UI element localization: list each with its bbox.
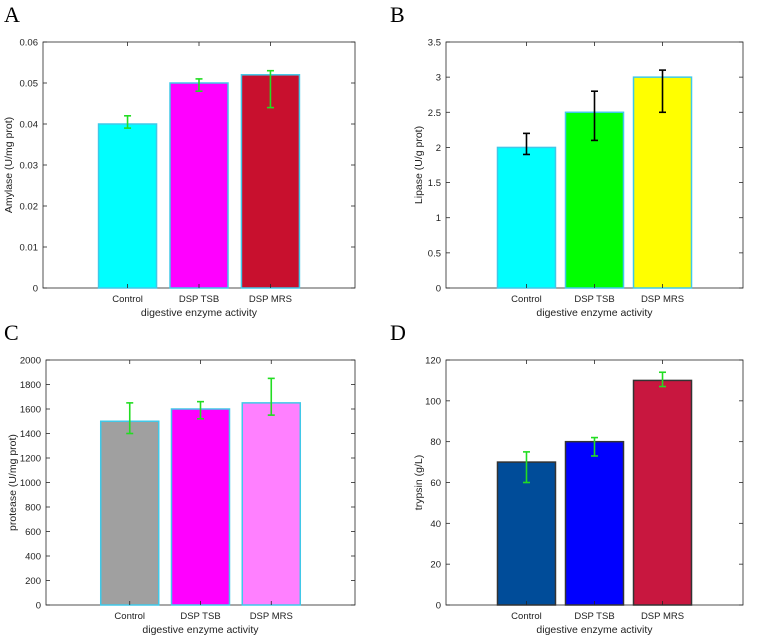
panel-c-ytick-label: 600 [25, 527, 41, 538]
panel-c: C 0 200 400 600 800 1000 1200 1400 1600 1800 2000 C… [4, 320, 356, 636]
panel-b-xlabel: digestive enzyme activity [536, 307, 653, 319]
panel-a-bar [97, 123, 158, 289]
panel-b-ytick-label: 0.5 [428, 248, 441, 259]
panel-c-ytick-label: 1400 [20, 429, 41, 440]
panel-c-bar [170, 408, 231, 606]
panel-a-ytick-label: 0.05 [20, 79, 39, 90]
panel-a-xtick-label: DSP TSB [179, 294, 219, 305]
panel-b: B 0 0.5 1 1.5 2 2.5 3 3.5 Control DSP TSB DSP MRS d… [390, 2, 744, 319]
panel-d-bar [564, 440, 625, 606]
panel-c-ytick-label: 1800 [20, 380, 41, 391]
panel-b-xtick-label: Control [511, 294, 542, 305]
panel-c-bar [241, 402, 302, 606]
panel-a-ylabel: Amylase (U/mg prot) [3, 117, 15, 213]
panel-c-ytick-label: 0 [36, 601, 41, 612]
panel-d-ytick-label: 80 [430, 437, 441, 448]
panel-c-ytick-label: 1000 [20, 478, 41, 489]
panel-c-letter: C [4, 320, 19, 345]
panel-c-xtick-label: DSP TSB [180, 611, 220, 622]
panel-c-ytick-label: 2000 [20, 356, 41, 367]
panel-a-ytick-label: 0.04 [20, 120, 39, 131]
panel-d-bar [632, 379, 693, 606]
panel-a-ytick-label: 0.01 [20, 243, 39, 254]
panel-c-ytick-label: 1600 [20, 405, 41, 416]
panel-c-ytick-label: 400 [25, 552, 41, 563]
panel-b-ytick-label: 0 [436, 284, 441, 295]
panel-a-ytick-label: 0 [33, 284, 38, 295]
panel-a-xtick-label: Control [112, 294, 143, 305]
panel-a-xlabel: digestive enzyme activity [141, 307, 258, 319]
panel-a-letter: A [4, 2, 20, 27]
panel-a-ytick-label: 0.06 [20, 38, 39, 49]
panel-d-ylabel: trypsin (g/L) [413, 455, 425, 510]
panel-d-bar [496, 461, 557, 606]
panel-b-ytick-label: 2 [436, 143, 441, 154]
panel-a-bar [169, 82, 229, 289]
panel-b-bar [564, 111, 625, 289]
panel-d-ytick-label: 0 [436, 601, 441, 612]
panel-b-ytick-label: 3.5 [428, 38, 441, 49]
panel-b-ytick-label: 2.5 [428, 108, 441, 119]
panel-b-ytick-label: 1.5 [428, 178, 441, 189]
panel-d-xtick-label: Control [511, 611, 542, 622]
panel-a-xtick-label: DSP MRS [249, 294, 292, 305]
panel-c-xtick-label: DSP MRS [250, 611, 293, 622]
panel-d: D 0 20 40 60 80 100 120 Control DSP TSB DSP MRS di… [390, 320, 744, 636]
panel-d-ytick-label: 20 [430, 560, 441, 571]
panel-b-ytick-label: 1 [436, 213, 441, 224]
panel-a: A 0 0.01 0.02 0.03 0.04 0.05 0.06 Control DSP TS… [3, 2, 356, 319]
panel-b-xtick-label: DSP MRS [641, 294, 684, 305]
panel-d-xlabel: digestive enzyme activity [536, 624, 653, 636]
panel-c-ytick-label: 800 [25, 503, 41, 514]
panel-b-ytick-label: 3 [436, 73, 441, 84]
panel-b-xtick-label: DSP TSB [574, 294, 614, 305]
panel-c-ytick-label: 1200 [20, 454, 41, 465]
panel-c-xtick-label: Control [114, 611, 145, 622]
panel-c-xlabel: digestive enzyme activity [142, 624, 259, 636]
panel-d-ytick-label: 40 [430, 519, 441, 530]
panel-d-ytick-label: 120 [425, 356, 441, 367]
panel-a-ytick-label: 0.02 [20, 202, 39, 213]
panel-d-ytick-label: 100 [425, 396, 441, 407]
panel-c-ytick-label: 200 [25, 576, 41, 587]
panel-d-ytick-label: 60 [430, 478, 441, 489]
panel-d-xtick-label: DSP MRS [641, 611, 684, 622]
panel-a-ytick-label: 0.03 [20, 161, 39, 172]
panel-c-ylabel: protease (U/mg prot) [7, 434, 19, 531]
panel-b-letter: B [390, 2, 405, 27]
panel-d-xtick-label: DSP TSB [574, 611, 614, 622]
panel-b-bar [496, 146, 557, 289]
panel-d-letter: D [390, 320, 406, 345]
panel-b-ylabel: Lipase (U/g prot) [413, 126, 425, 204]
panel-a-bar [240, 74, 301, 289]
panel-c-bar [99, 420, 160, 606]
